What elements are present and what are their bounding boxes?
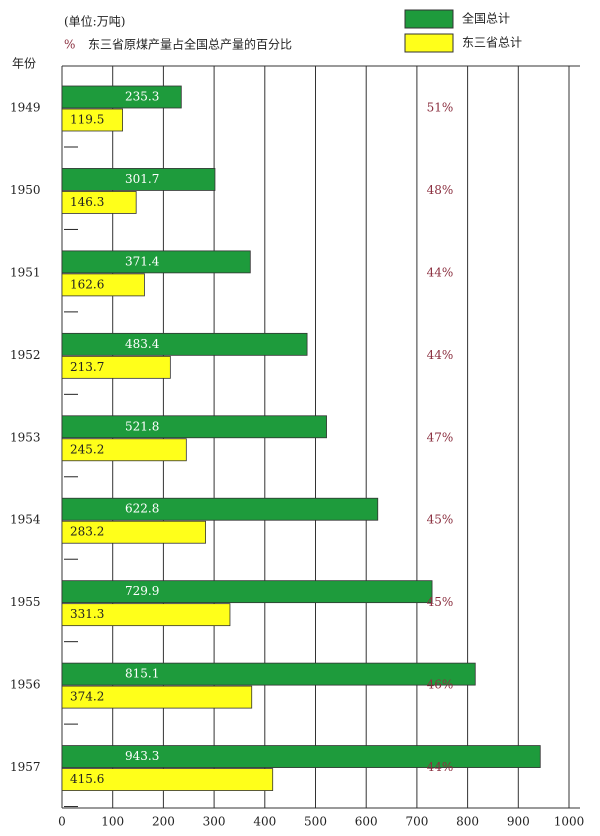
bar-value-label: 483.4	[125, 337, 160, 351]
y-tick-label: 1953	[10, 430, 41, 444]
bar	[61, 273, 145, 297]
annotation: 东三省原煤产量占全国总产量的百分比	[88, 37, 292, 52]
bar-value-label: 146.3	[70, 195, 104, 209]
bar	[61, 85, 182, 109]
bar	[61, 768, 274, 791]
x-tick-label: 800	[456, 815, 479, 829]
x-tick-label: 1000	[554, 815, 585, 829]
x-tick-label: 500	[304, 815, 327, 829]
percent-label: 44%	[427, 348, 454, 362]
bar	[61, 168, 216, 191]
bar-value-label: 815.1	[125, 667, 159, 681]
bar-value-label: 622.8	[125, 502, 159, 516]
x-tick-label: 0	[58, 815, 66, 829]
y-axis-label: 年份	[12, 57, 36, 71]
bar	[61, 415, 327, 439]
y-tick-label: 1955	[10, 595, 41, 609]
bar-value-label: 371.4	[125, 254, 160, 268]
bar	[61, 438, 187, 462]
bar	[61, 332, 308, 356]
bar	[61, 685, 253, 709]
bar-value-label: 245.2	[70, 442, 104, 456]
percent-label: 47%	[427, 430, 454, 444]
bar	[61, 250, 251, 274]
y-tick-label: 1957	[10, 760, 41, 774]
bar-value-label: 119.5	[70, 113, 104, 127]
y-tick-label: 1952	[10, 348, 41, 362]
bar	[61, 520, 206, 544]
percent-label: 45%	[427, 595, 454, 609]
bar-value-label: 213.7	[70, 360, 104, 374]
bar-value-label: 162.6	[70, 277, 104, 291]
legend-label: 东三省总计	[462, 36, 522, 50]
bar-value-label: 331.3	[70, 607, 104, 621]
percent-label: 44%	[427, 265, 454, 279]
x-tick-label: 400	[253, 815, 276, 829]
x-tick-label: 300	[203, 815, 226, 829]
legend-swatch	[404, 33, 454, 53]
bar	[61, 497, 379, 521]
subtitle: (单位:万吨)	[64, 14, 125, 29]
bar-value-label: 374.2	[70, 690, 104, 704]
y-tick-label: 1949	[10, 101, 41, 115]
x-tick-label: 900	[507, 815, 530, 829]
annotation-marker: %	[64, 38, 75, 52]
bar	[61, 108, 123, 132]
bar	[61, 355, 171, 379]
bar	[61, 603, 231, 627]
bar-value-label: 943.3	[125, 749, 159, 763]
bar-value-label: 415.6	[70, 772, 104, 786]
legend-label: 全国总计	[462, 11, 510, 26]
x-tick-label: 200	[152, 815, 175, 829]
percent-label: 46%	[427, 678, 454, 692]
bar-value-label: 235.3	[125, 90, 159, 104]
percent-label: 45%	[427, 513, 454, 527]
x-tick-label: 100	[101, 815, 124, 829]
y-tick-label: 1951	[10, 265, 41, 279]
bar	[61, 191, 137, 214]
bar-value-label: 301.7	[125, 172, 159, 186]
y-tick-label: 1956	[10, 678, 41, 692]
y-tick-label: 1954	[10, 513, 41, 527]
x-tick-label: 600	[355, 815, 378, 829]
percent-label: 44%	[427, 760, 454, 774]
bar	[61, 662, 476, 686]
bar	[61, 580, 433, 604]
bar	[61, 745, 541, 768]
y-tick-label: 1950	[10, 183, 41, 197]
percent-label: 51%	[427, 101, 454, 115]
bar-value-label: 521.8	[125, 419, 159, 433]
x-tick-label: 700	[405, 815, 428, 829]
legend-swatch	[404, 9, 454, 29]
percent-label: 48%	[427, 183, 454, 197]
bar-value-label: 729.9	[125, 584, 159, 598]
bar-value-label: 283.2	[70, 525, 104, 539]
